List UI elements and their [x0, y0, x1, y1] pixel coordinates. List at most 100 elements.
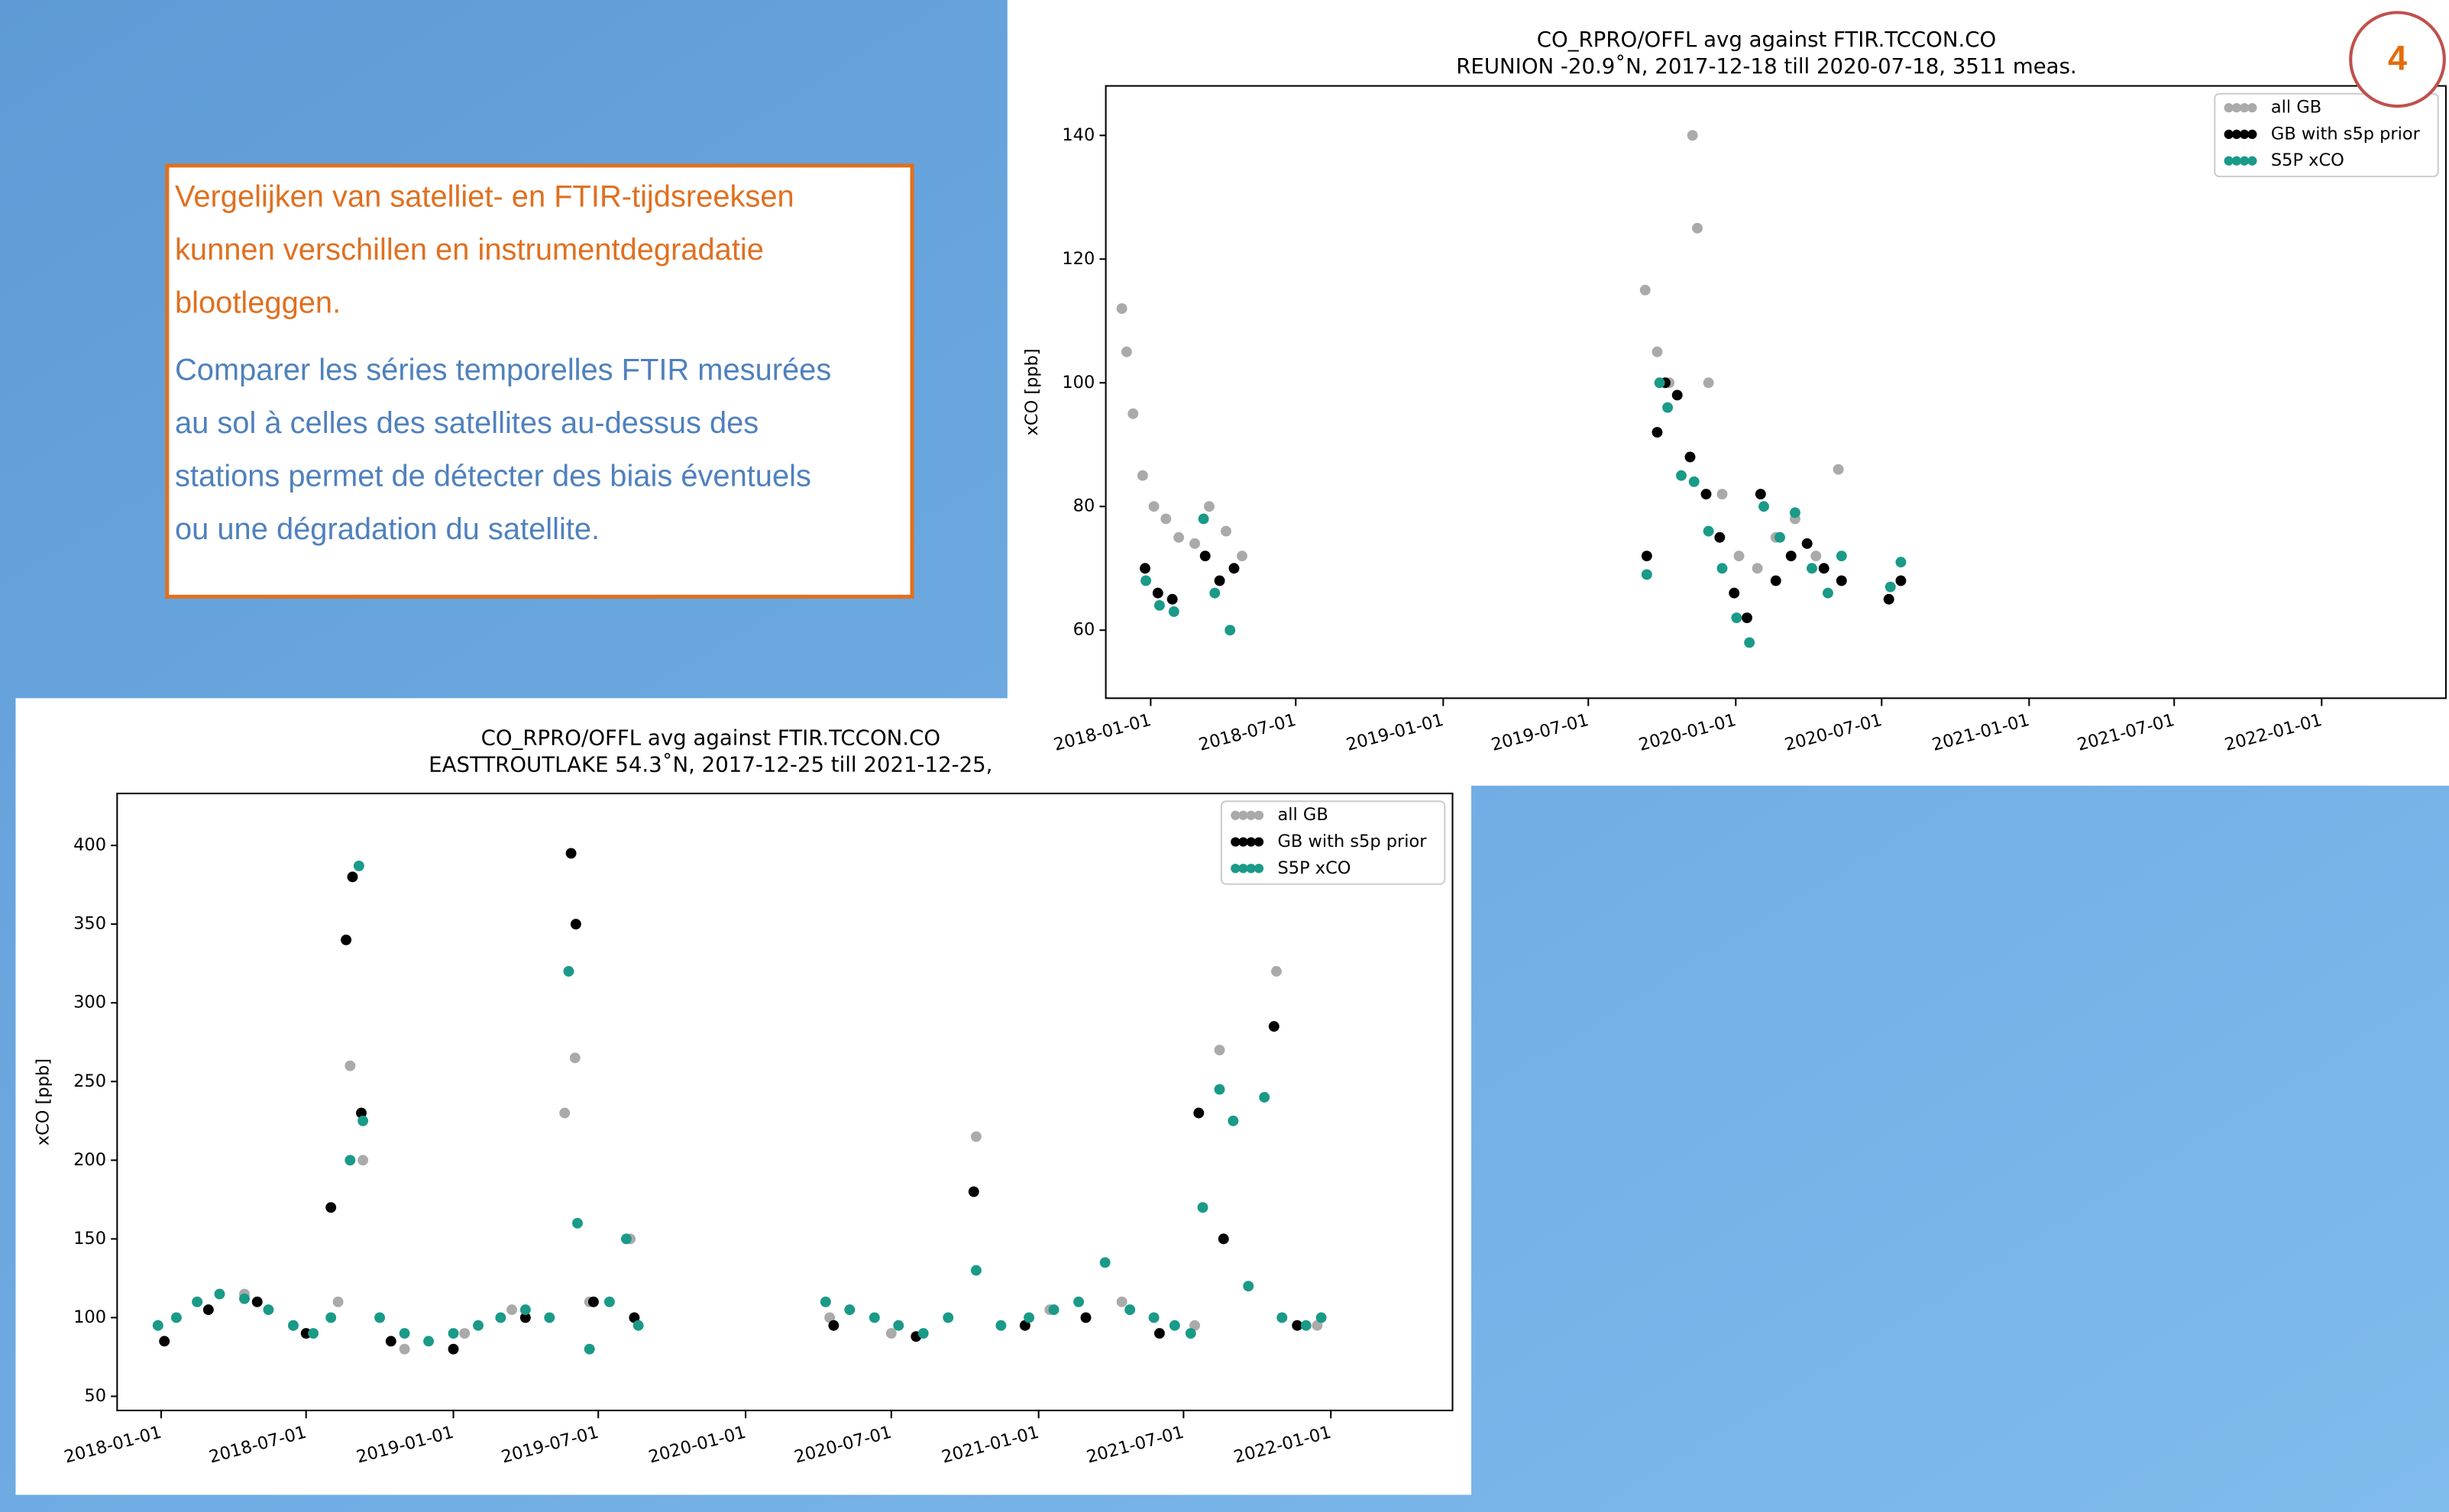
data-point [1758, 501, 1769, 512]
slide: Vergelijken van satelliet- en FTIR-tijds… [0, 0, 2449, 1512]
text-line-fr: au sol à celles des satellites au-dessus… [175, 406, 759, 440]
legend-label: all GB [2271, 98, 2321, 118]
data-point [1149, 501, 1160, 512]
legend-marker [1254, 864, 1263, 873]
data-point [1259, 1092, 1270, 1103]
y-tick-label: 100 [1062, 373, 1095, 393]
chart-title: CO_RPRO/OFFL avg against FTIR.TCCON.CO [481, 725, 940, 750]
data-point [1140, 575, 1151, 586]
data-point [1703, 526, 1714, 537]
text-line-fr: ou une dégradation du satellite. [175, 512, 600, 546]
data-point [459, 1328, 470, 1339]
data-point [1692, 223, 1703, 234]
data-point [1237, 551, 1247, 561]
data-point [1276, 1312, 1287, 1323]
data-point [1218, 1233, 1229, 1244]
y-tick-label: 100 [73, 1307, 106, 1327]
data-point [1271, 966, 1282, 977]
data-point [1703, 377, 1714, 388]
data-point [1790, 507, 1800, 518]
legend-marker [2247, 130, 2257, 139]
data-point [1199, 513, 1209, 524]
data-point [1717, 563, 1728, 573]
data-point [1774, 532, 1785, 543]
data-point [1154, 1328, 1165, 1339]
y-tick-label: 350 [73, 914, 106, 934]
data-point [1228, 1116, 1238, 1126]
data-point [1269, 1021, 1279, 1032]
data-point [1049, 1304, 1060, 1315]
data-point [1173, 532, 1184, 543]
data-point [171, 1312, 182, 1323]
data-point [1140, 563, 1150, 573]
data-point [1229, 563, 1240, 573]
data-point [448, 1328, 459, 1339]
data-point [1672, 390, 1683, 401]
data-point [357, 1116, 368, 1126]
data-point [1209, 588, 1220, 599]
data-point [1823, 588, 1833, 599]
data-point [588, 1297, 599, 1307]
y-tick-label: 60 [1073, 620, 1095, 640]
data-point [572, 1218, 583, 1229]
y-axis-label: xCO [ppb] [34, 1058, 53, 1145]
data-point [1895, 557, 1906, 567]
legend-label: all GB [1278, 805, 1328, 825]
data-point [1215, 575, 1225, 586]
data-point [1771, 575, 1781, 586]
data-point [1149, 1312, 1160, 1323]
data-point [1154, 600, 1165, 611]
data-point [1731, 612, 1742, 623]
data-point [1301, 1320, 1312, 1331]
data-point [333, 1297, 344, 1307]
data-point [1752, 563, 1763, 573]
data-point [1189, 538, 1200, 549]
data-point [1121, 347, 1132, 357]
chart-subtitle: EASTTROUTLAKE 54.3˚N, 2017-12-25 till 20… [429, 751, 992, 777]
data-point [1714, 532, 1725, 543]
data-point [844, 1304, 855, 1315]
data-point [969, 1187, 979, 1197]
data-point [495, 1312, 506, 1323]
badge: 4 [2388, 39, 2407, 78]
data-point [400, 1344, 410, 1355]
data-point [288, 1320, 299, 1331]
data-point [1717, 489, 1728, 499]
data-point [159, 1336, 170, 1346]
data-point [1676, 470, 1687, 481]
data-point [1186, 1328, 1196, 1339]
data-point [820, 1297, 831, 1307]
y-tick-label: 140 [1062, 125, 1095, 145]
text-line-nl: Vergelijken van satelliet- en FTIR-tijds… [175, 179, 794, 213]
data-point [1642, 569, 1652, 580]
data-point [1652, 427, 1663, 438]
data-point [544, 1312, 555, 1323]
data-point [1802, 538, 1813, 549]
data-point [971, 1131, 982, 1142]
y-tick-label: 400 [73, 835, 106, 855]
data-point [971, 1265, 982, 1276]
data-point [1744, 637, 1755, 648]
data-point [893, 1320, 904, 1331]
data-point [1807, 563, 1817, 573]
data-point [1819, 563, 1829, 573]
data-point [1081, 1312, 1092, 1323]
chart-title: CO_RPRO/OFFL avg against FTIR.TCCON.CO [1537, 27, 1996, 52]
data-point [203, 1304, 214, 1315]
data-point [1701, 489, 1712, 499]
data-point [520, 1304, 531, 1315]
data-point [239, 1294, 250, 1304]
data-point [1687, 130, 1698, 141]
data-point [1170, 1320, 1180, 1331]
data-point [1316, 1312, 1327, 1323]
data-point [448, 1344, 459, 1355]
data-point [1786, 551, 1797, 561]
data-point [566, 848, 577, 858]
data-point [571, 919, 581, 929]
data-point [943, 1312, 953, 1323]
chart-subtitle: REUNION -20.9˚N, 2017-12-18 till 2020-07… [1456, 53, 2076, 79]
text-line-nl: blootleggen. [175, 286, 341, 319]
data-point [1073, 1297, 1084, 1307]
data-point [1160, 513, 1171, 524]
data-point [1100, 1257, 1111, 1268]
